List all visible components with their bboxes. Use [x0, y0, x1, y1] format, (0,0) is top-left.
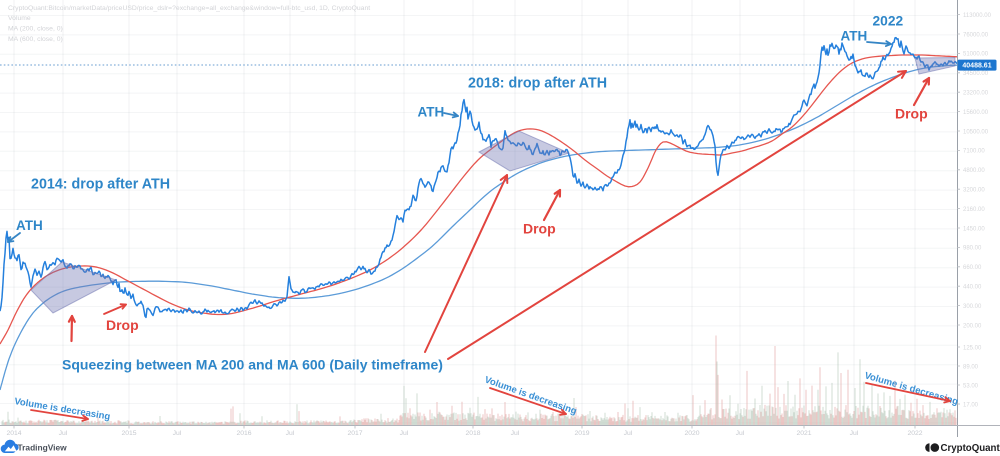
- svg-text:2022: 2022: [907, 430, 922, 437]
- svg-text:2015: 2015: [121, 430, 136, 437]
- svg-text:76000.00: 76000.00: [963, 32, 989, 38]
- svg-text:Jul: Jul: [173, 430, 182, 437]
- svg-text:CryptoQuant: CryptoQuant: [941, 443, 1000, 454]
- svg-text:2014: drop after ATH: 2014: drop after ATH: [31, 177, 170, 193]
- svg-text:40488.61: 40488.61: [962, 63, 991, 70]
- svg-text:440.00: 440.00: [963, 285, 982, 291]
- svg-text:2016: 2016: [236, 430, 251, 437]
- svg-text:2018: drop after ATH: 2018: drop after ATH: [468, 76, 607, 92]
- svg-text:Drop: Drop: [895, 106, 928, 122]
- svg-text:23200.00: 23200.00: [963, 91, 989, 97]
- svg-text:2019: 2019: [574, 430, 589, 437]
- svg-text:125.00: 125.00: [963, 345, 982, 351]
- svg-text:10500.00: 10500.00: [963, 129, 989, 135]
- svg-text:2017: 2017: [347, 430, 362, 437]
- svg-text:4800.00: 4800.00: [963, 168, 985, 174]
- svg-text:53.00: 53.00: [963, 383, 979, 389]
- svg-text:Jul: Jul: [850, 430, 859, 437]
- svg-text:980.00: 980.00: [963, 246, 982, 252]
- svg-text:660.00: 660.00: [963, 265, 982, 271]
- svg-text:Volume: Volume: [8, 15, 31, 22]
- svg-text:2160.00: 2160.00: [963, 207, 985, 213]
- svg-text:Jul: Jul: [286, 430, 295, 437]
- svg-text:17.00: 17.00: [963, 402, 979, 408]
- svg-text:Drop: Drop: [523, 221, 556, 237]
- svg-text:34500.00: 34500.00: [963, 71, 989, 77]
- svg-text:300.00: 300.00: [963, 304, 982, 310]
- svg-text:7100.00: 7100.00: [963, 149, 985, 155]
- svg-text:ATH: ATH: [841, 29, 868, 44]
- svg-text:2021: 2021: [796, 430, 811, 437]
- svg-text:CryptoQuant:Bitcoin/marketData: CryptoQuant:Bitcoin/marketData/priceUSD/…: [8, 5, 370, 12]
- svg-text:15600.00: 15600.00: [963, 110, 989, 116]
- svg-text:51000.00: 51000.00: [963, 52, 989, 58]
- svg-text:1450.00: 1450.00: [963, 226, 985, 232]
- svg-text:Jul: Jul: [400, 430, 409, 437]
- svg-text:Jul: Jul: [736, 430, 745, 437]
- svg-text:2014: 2014: [6, 430, 21, 437]
- svg-text:Jul: Jul: [624, 430, 633, 437]
- svg-text:3200.00: 3200.00: [963, 188, 985, 194]
- svg-text:MA (600, close, 0): MA (600, close, 0): [8, 36, 63, 43]
- svg-text:113000.00: 113000.00: [963, 13, 992, 19]
- svg-text:Jul: Jul: [511, 430, 520, 437]
- svg-text:TradingView: TradingView: [18, 443, 68, 453]
- svg-text:2018: 2018: [465, 430, 480, 437]
- svg-text:Jul: Jul: [59, 430, 68, 437]
- svg-text:2022: 2022: [873, 14, 904, 29]
- svg-text:MA (200, close, 0): MA (200, close, 0): [8, 26, 63, 33]
- svg-text:2020: 2020: [684, 430, 699, 437]
- svg-text:Drop: Drop: [106, 317, 139, 333]
- svg-text:ATH: ATH: [418, 105, 445, 120]
- svg-text:89.00: 89.00: [963, 364, 979, 370]
- svg-text:Squeezing between MA 200 and M: Squeezing between MA 200 and MA 600 (Dai…: [62, 357, 443, 373]
- svg-text:200.00: 200.00: [963, 323, 982, 329]
- svg-text:ATH: ATH: [16, 218, 43, 233]
